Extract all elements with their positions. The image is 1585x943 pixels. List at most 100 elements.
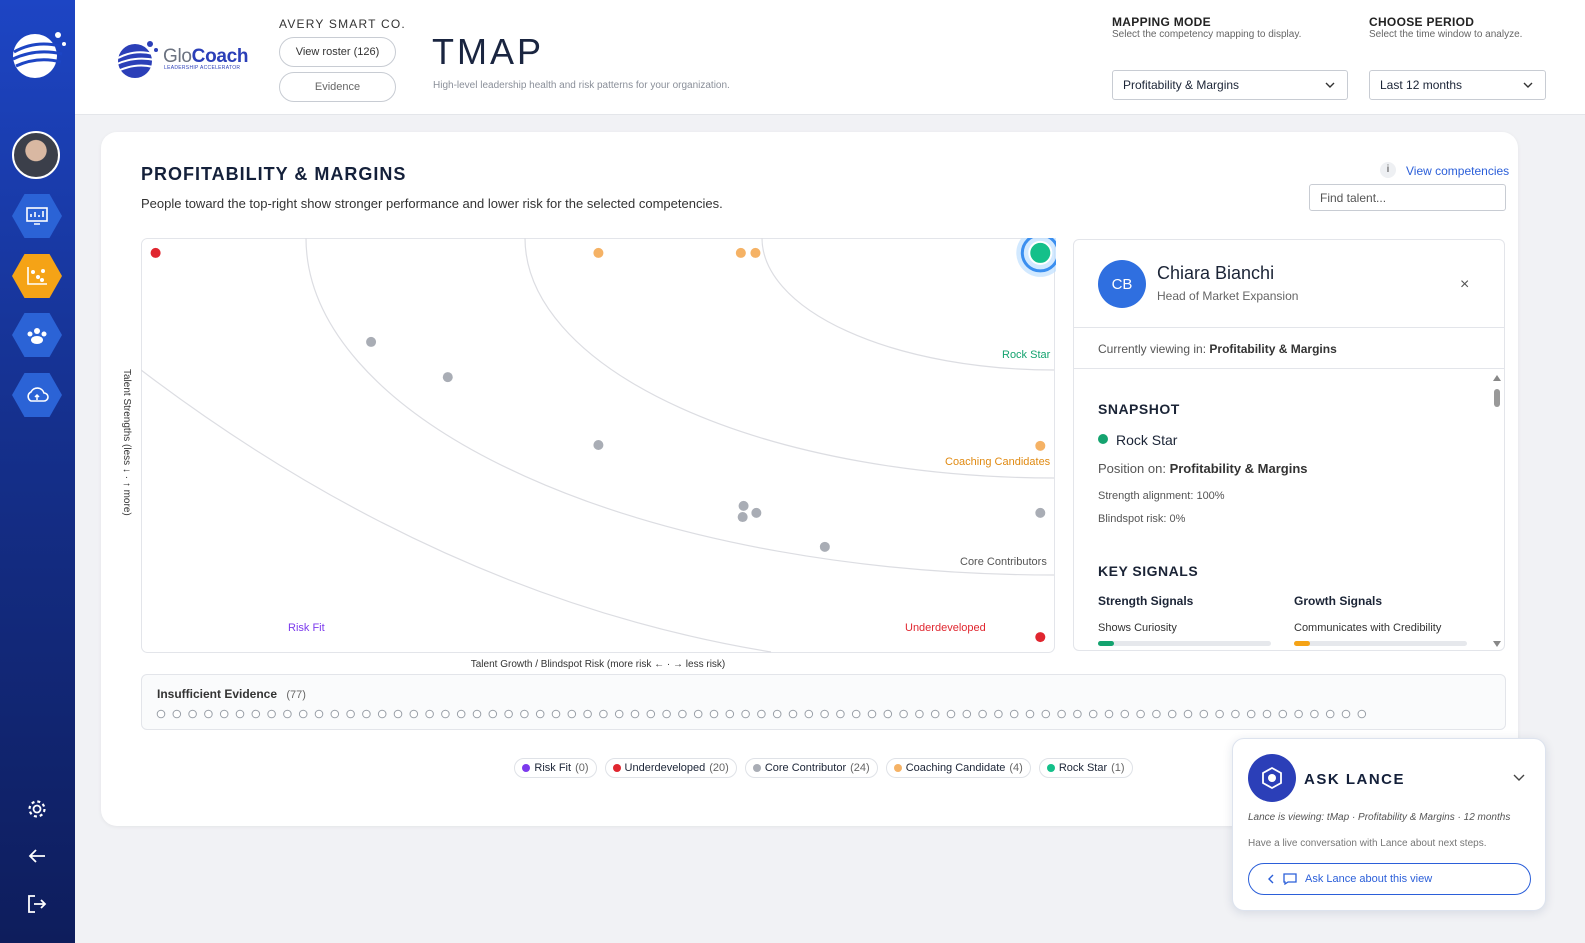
lance-viewing: Lance is viewing: tMap · Profitability &… (1248, 812, 1511, 823)
strength-alignment: Strength alignment: 100% (1098, 490, 1225, 502)
insufficient-marker (1310, 709, 1319, 719)
mapping-mode-hint: Select the competency mapping to display… (1112, 29, 1302, 40)
legend-dot (522, 764, 531, 772)
settings-icon[interactable] (26, 798, 48, 820)
growth-signals-title: Growth Signals (1294, 594, 1383, 608)
insufficient-marker (820, 709, 829, 719)
view-competencies-link[interactable]: View competencies (1406, 164, 1510, 178)
collapse-button[interactable] (1513, 774, 1525, 782)
insufficient-marker (1136, 709, 1145, 719)
period-select[interactable]: Last 12 months (1369, 70, 1546, 100)
insufficient-marker (251, 709, 261, 719)
zone-label: Risk Fit (288, 622, 325, 634)
insufficient-marker (330, 709, 340, 719)
legend-item[interactable]: Coaching Candidate (4) (885, 758, 1031, 778)
nav-tmap[interactable] (12, 254, 62, 298)
legend-item[interactable]: Core Contributor (24) (744, 758, 878, 778)
insufficient-marker (630, 709, 640, 719)
growth-signal: Communicates with Credibility (1294, 622, 1442, 634)
legend-dot (612, 764, 621, 772)
logout-icon[interactable] (27, 894, 47, 914)
insufficient-marker (1120, 709, 1130, 719)
mapping-mode-select[interactable]: Profitability & Margins (1112, 70, 1348, 100)
data-point (751, 507, 762, 518)
mapping-mode-label: MAPPING MODE (1112, 15, 1211, 29)
scatter-plot (141, 238, 1056, 653)
insufficient-marker (551, 709, 561, 719)
data-point (1035, 632, 1046, 643)
close-button[interactable]: × (1460, 276, 1470, 293)
insufficient-marker (535, 709, 545, 719)
insufficient-marker (156, 709, 166, 719)
insufficient-marker (678, 709, 687, 719)
nav-cloud[interactable] (12, 373, 62, 417)
insufficient-marker (1357, 709, 1367, 719)
insufficient-marker (504, 709, 513, 719)
strength-signals-title: Strength Signals (1098, 594, 1194, 608)
search-input[interactable]: Find talent... (1309, 184, 1506, 211)
insufficient-marker (1325, 709, 1335, 719)
profile-name: Chiara Bianchi (1157, 263, 1275, 283)
profile-panel: CB Chiara Bianchi Head of Market Expansi… (1073, 239, 1505, 651)
insufficient-marker (662, 709, 671, 719)
insufficient-marker (741, 709, 750, 719)
legend-count: (1) (1111, 762, 1125, 774)
status-dot (1098, 434, 1108, 444)
view-roster-button[interactable]: View roster (126) (279, 37, 396, 67)
position-value: Profitability & Margins (1169, 461, 1308, 476)
insufficient-marker (1073, 709, 1082, 719)
evidence-button[interactable]: Evidence (279, 72, 396, 102)
period-label: CHOOSE PERIOD (1369, 15, 1475, 29)
insufficient-marker (1231, 709, 1240, 719)
nav-team[interactable] (12, 313, 62, 357)
profile-initials: CB (1098, 260, 1146, 308)
legend-dot (752, 764, 761, 772)
info-icon: i (1380, 162, 1396, 178)
back-icon[interactable] (27, 847, 47, 865)
data-point (750, 247, 761, 258)
viewing-label: Currently viewing in: (1098, 342, 1207, 356)
insufficient-marker (409, 709, 419, 719)
insufficient-marker (1104, 709, 1114, 719)
data-point (819, 541, 830, 552)
insufficient-marker (1025, 709, 1035, 719)
profile-role: Head of Market Expansion (1157, 289, 1299, 303)
data-point (1035, 440, 1046, 451)
legend-count: (20) (709, 762, 729, 774)
user-avatar[interactable] (12, 131, 60, 179)
insufficient-marker (567, 709, 577, 719)
insufficient-title: Insufficient Evidence (157, 687, 278, 701)
insufficient-marker (899, 709, 908, 719)
insufficient-marker (488, 709, 498, 719)
insufficient-marker (1246, 709, 1256, 719)
lance-icon (1248, 754, 1296, 802)
page-title: TMAP (432, 31, 545, 72)
data-point (735, 247, 746, 258)
position-row: Position on: Profitability & Margins (1098, 461, 1308, 476)
insufficient-marker (851, 709, 861, 719)
insufficient-marker (836, 709, 845, 719)
ask-lance-button[interactable]: Ask Lance about this view (1248, 863, 1531, 895)
insufficient-marker (1278, 709, 1288, 719)
insufficient-marker (267, 709, 276, 719)
period-value: Last 12 months (1380, 78, 1463, 92)
insufficient-marker (614, 709, 624, 719)
legend-item[interactable]: Risk Fit (0) (514, 758, 597, 778)
insufficient-marker (1262, 709, 1272, 719)
legend-item[interactable]: Underdeveloped (20) (604, 758, 737, 778)
legend-label: Underdeveloped (624, 762, 706, 774)
zone-label: Coaching Candidates (945, 456, 1051, 468)
scrollbar[interactable] (1492, 373, 1502, 649)
legend-label: Risk Fit (534, 762, 572, 774)
nav-dashboard[interactable] (12, 194, 62, 238)
snapshot-title: SNAPSHOT (1098, 401, 1180, 417)
insufficient-label: Insufficient Evidence (77) (157, 687, 306, 701)
insufficient-marker (393, 709, 403, 719)
insufficient-marker (946, 709, 956, 719)
blindspot-risk: Blindspot risk: 0% (1098, 513, 1186, 525)
insufficient-marker (314, 709, 324, 719)
insufficient-marker (1294, 709, 1303, 719)
insufficient-marker (456, 709, 466, 719)
insufficient-marker (298, 709, 308, 719)
legend-item[interactable]: Rock Star (1) (1038, 758, 1133, 778)
